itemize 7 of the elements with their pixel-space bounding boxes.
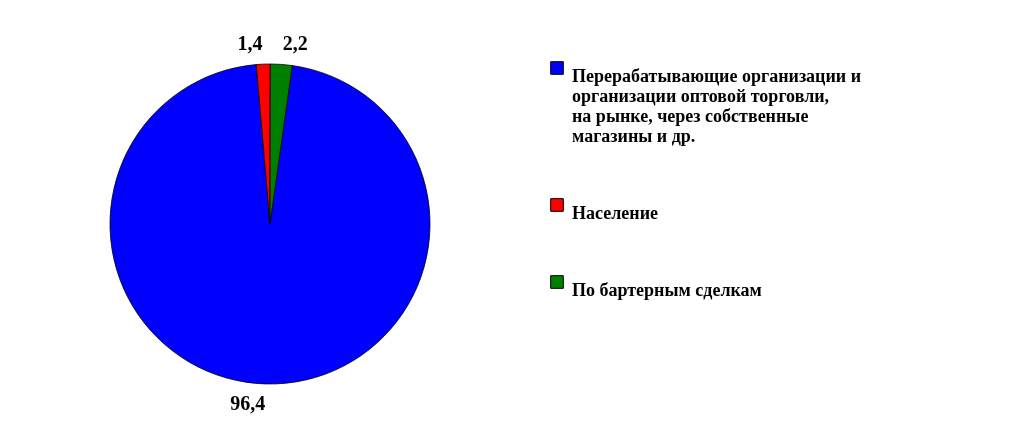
pie-slice (109, 64, 431, 385)
legend-label: Население (572, 203, 659, 223)
data-label: 1,4 (237, 32, 263, 55)
data-label: 96,4 (230, 391, 266, 414)
data-label: 2,2 (282, 32, 308, 55)
legend-label: Перерабатывающие организации и организации оптовой торговли, на рынке, через собственные магазины и др. (572, 66, 862, 146)
legend-label: По бартерным сделкам (572, 280, 762, 300)
